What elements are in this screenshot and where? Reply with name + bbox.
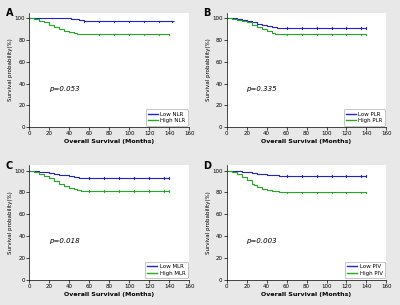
Text: D: D bbox=[203, 160, 211, 170]
Legend: Low PIV, High PIV: Low PIV, High PIV bbox=[345, 262, 385, 278]
Text: C: C bbox=[6, 160, 13, 170]
Text: B: B bbox=[203, 8, 210, 18]
Legend: Low MLR, High MLR: Low MLR, High MLR bbox=[145, 262, 188, 278]
X-axis label: Overall Survival (Months): Overall Survival (Months) bbox=[64, 292, 154, 297]
Y-axis label: Survival probability(%): Survival probability(%) bbox=[206, 38, 211, 101]
Text: A: A bbox=[6, 8, 13, 18]
X-axis label: Overall Survival (Months): Overall Survival (Months) bbox=[262, 139, 352, 144]
Legend: Low PLR, High PLR: Low PLR, High PLR bbox=[344, 109, 385, 126]
Y-axis label: Survival probability(%): Survival probability(%) bbox=[206, 191, 211, 254]
Text: p=0.003: p=0.003 bbox=[246, 238, 276, 244]
Y-axis label: Survival probability(%): Survival probability(%) bbox=[8, 38, 14, 101]
Legend: Low NLR, High NLR: Low NLR, High NLR bbox=[146, 109, 188, 126]
Text: p=0.053: p=0.053 bbox=[49, 85, 79, 92]
Text: p=0.018: p=0.018 bbox=[49, 238, 79, 244]
X-axis label: Overall Survival (Months): Overall Survival (Months) bbox=[64, 139, 154, 144]
X-axis label: Overall Survival (Months): Overall Survival (Months) bbox=[262, 292, 352, 297]
Text: p=0.335: p=0.335 bbox=[246, 85, 276, 92]
Y-axis label: Survival probability(%): Survival probability(%) bbox=[8, 191, 14, 254]
